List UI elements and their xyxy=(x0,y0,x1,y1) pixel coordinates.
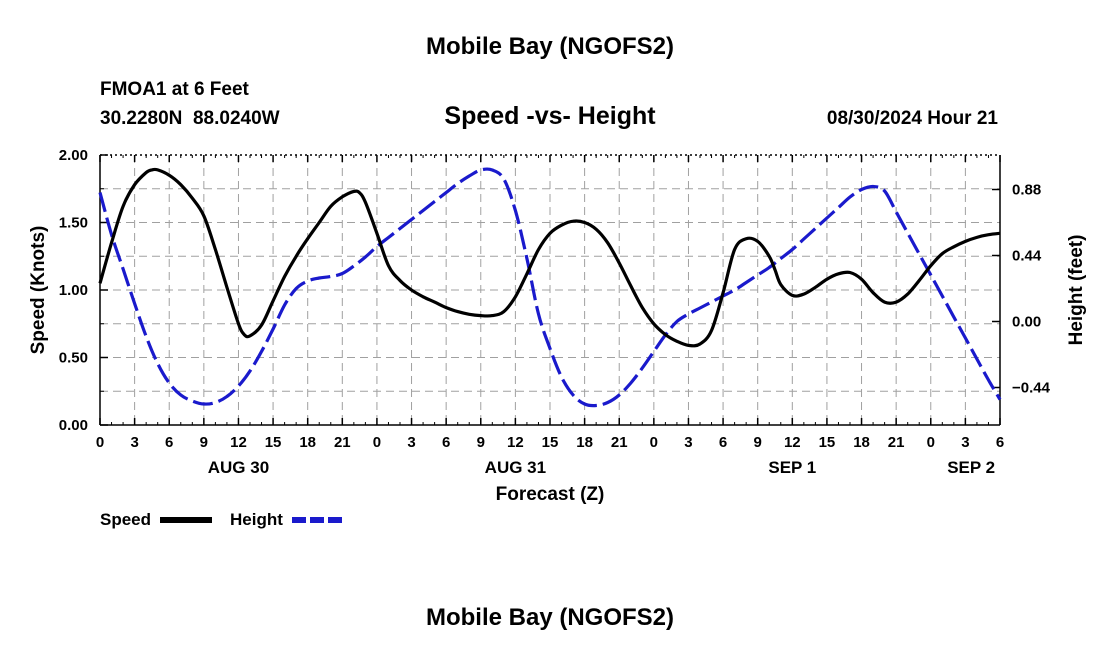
y-tick-label: 0.50 xyxy=(59,350,88,367)
x-tick-label: 0 xyxy=(927,434,935,451)
x-tick-label: 3 xyxy=(407,434,415,451)
x-tick-label: 15 xyxy=(819,434,836,451)
y2-tick-label: −0.44 xyxy=(1012,380,1051,397)
day-label: AUG 30 xyxy=(208,458,269,477)
legend-speed-label: Speed xyxy=(100,510,151,529)
y-tick-label: 1.00 xyxy=(59,282,88,299)
x-tick-label: 18 xyxy=(853,434,870,451)
x-tick-label: 3 xyxy=(961,434,969,451)
x-tick-label: 21 xyxy=(888,434,905,451)
x-tick-label: 9 xyxy=(754,434,762,451)
y-tick-label: 2.00 xyxy=(59,147,88,164)
x-tick-label: 15 xyxy=(265,434,282,451)
chart-subtitle: Speed -vs- Height xyxy=(444,102,656,130)
day-label: SEP 2 xyxy=(947,458,995,477)
x-tick-label: 3 xyxy=(130,434,138,451)
day-label: AUG 31 xyxy=(485,458,546,477)
y2-axis-label: Height (feet) xyxy=(1066,235,1087,346)
axes xyxy=(99,154,1001,426)
x-tick-label: 0 xyxy=(96,434,104,451)
x-axis-label: Forecast (Z) xyxy=(496,484,605,505)
y2-tick-label: 0.44 xyxy=(1012,248,1042,265)
x-tick-label: 12 xyxy=(230,434,247,451)
x-tick-label: 12 xyxy=(507,434,524,451)
x-tick-label: 0 xyxy=(650,434,658,451)
day-label: SEP 1 xyxy=(768,458,816,477)
axis-labels: Forecast (Z) Speed (Knots) Height (feet)… xyxy=(28,147,1087,505)
main-title: Mobile Bay (NGOFS2) xyxy=(426,33,674,60)
legend: Speed Height xyxy=(100,510,344,529)
footer-title: Mobile Bay (NGOFS2) xyxy=(426,604,674,631)
x-tick-label: 6 xyxy=(719,434,727,451)
y2-tick-label: 0.00 xyxy=(1012,314,1041,331)
x-tick-label: 18 xyxy=(576,434,593,451)
x-tick-label: 21 xyxy=(334,434,351,451)
y-axis-label: Speed (Knots) xyxy=(28,226,49,355)
x-tick-label: 0 xyxy=(373,434,381,451)
x-tick-label: 9 xyxy=(200,434,208,451)
x-tick-label: 3 xyxy=(684,434,692,451)
y-tick-label: 1.50 xyxy=(59,215,88,232)
speed-series-line xyxy=(98,167,1001,348)
x-tick-label: 6 xyxy=(442,434,450,451)
coordinates-label: 30.2280N 88.0240W xyxy=(100,108,280,129)
height-series-line xyxy=(98,167,1002,408)
legend-height-label: Height xyxy=(230,510,283,529)
x-tick-label: 12 xyxy=(784,434,801,451)
x-tick-label: 6 xyxy=(165,434,173,451)
grid-lines xyxy=(100,155,1000,425)
station-label: FMOA1 at 6 Feet xyxy=(100,79,250,100)
x-tick-label: 15 xyxy=(542,434,559,451)
y-tick-label: 0.00 xyxy=(59,417,88,434)
y2-tick-label: 0.88 xyxy=(1012,182,1041,199)
x-tick-label: 9 xyxy=(477,434,485,451)
x-tick-label: 21 xyxy=(611,434,628,451)
series-group xyxy=(98,167,1002,408)
x-tick-label: 6 xyxy=(996,434,1004,451)
x-tick-label: 18 xyxy=(299,434,316,451)
forecast-datetime: 08/30/2024 Hour 21 xyxy=(827,108,999,129)
